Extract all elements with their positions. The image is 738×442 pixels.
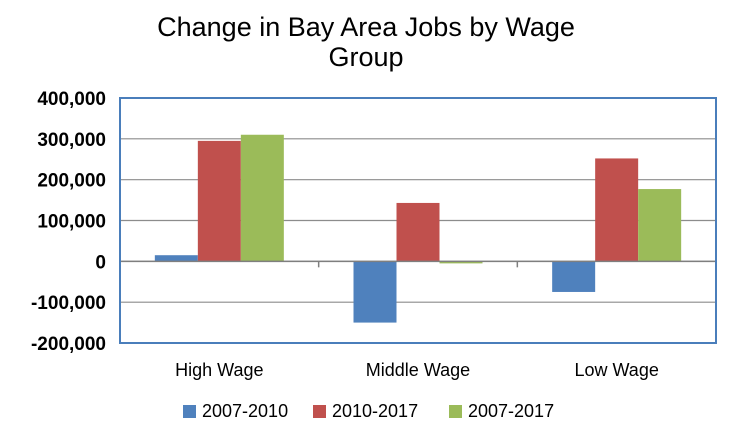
axes	[119, 97, 717, 344]
plot-area-border	[119, 97, 717, 344]
x-tick-label: High Wage	[175, 360, 263, 380]
bar-2007-2017-middle-wage	[439, 261, 483, 264]
bar-2007-2010-middle-wage	[353, 261, 397, 323]
legend-swatch-2007-2010	[183, 405, 196, 418]
y-tick-label: 400,000	[37, 89, 106, 110]
x-axis-tick-labels: High Wage Middle Wage Low Wage	[175, 360, 659, 380]
legend-swatch-2007-2017	[449, 405, 462, 418]
legend-label-2007-2017: 2007-2017	[468, 401, 554, 421]
legend-label-2007-2010: 2007-2010	[202, 401, 288, 421]
y-tick-label: -100,000	[31, 293, 106, 314]
bar-2010-2017-middle-wage	[396, 202, 440, 262]
bar-2007-2010-high-wage	[154, 255, 198, 262]
y-tick-label: 0	[95, 252, 106, 273]
x-tick-label: Middle Wage	[366, 360, 470, 380]
y-tick-label: 100,000	[37, 212, 106, 233]
bar-2010-2017-low-wage	[595, 158, 639, 262]
y-tick-label: 200,000	[37, 171, 106, 192]
legend: 2007-2010 2010-2017 2007-2017	[183, 401, 554, 421]
bar-2007-2017-low-wage	[638, 189, 682, 262]
chart-title-line-1: Change in Bay Area Jobs by Wage	[157, 12, 575, 42]
x-tick-label: Low Wage	[574, 360, 658, 380]
legend-swatch-2010-2017	[313, 405, 326, 418]
bar-2010-2017-high-wage	[197, 140, 241, 262]
chart-title-line-2: Group	[328, 42, 403, 72]
bars	[154, 134, 682, 323]
legend-label-2010-2017: 2010-2017	[332, 401, 418, 421]
y-tick-label: -200,000	[31, 334, 106, 355]
bar-2007-2010-low-wage	[552, 261, 596, 292]
y-axis-tick-labels: 400,000 300,000 200,000 100,000 0 -100,000 -20…	[31, 89, 106, 355]
y-tick-label: 300,000	[37, 130, 106, 151]
bar-2007-2017-high-wage	[240, 134, 284, 262]
